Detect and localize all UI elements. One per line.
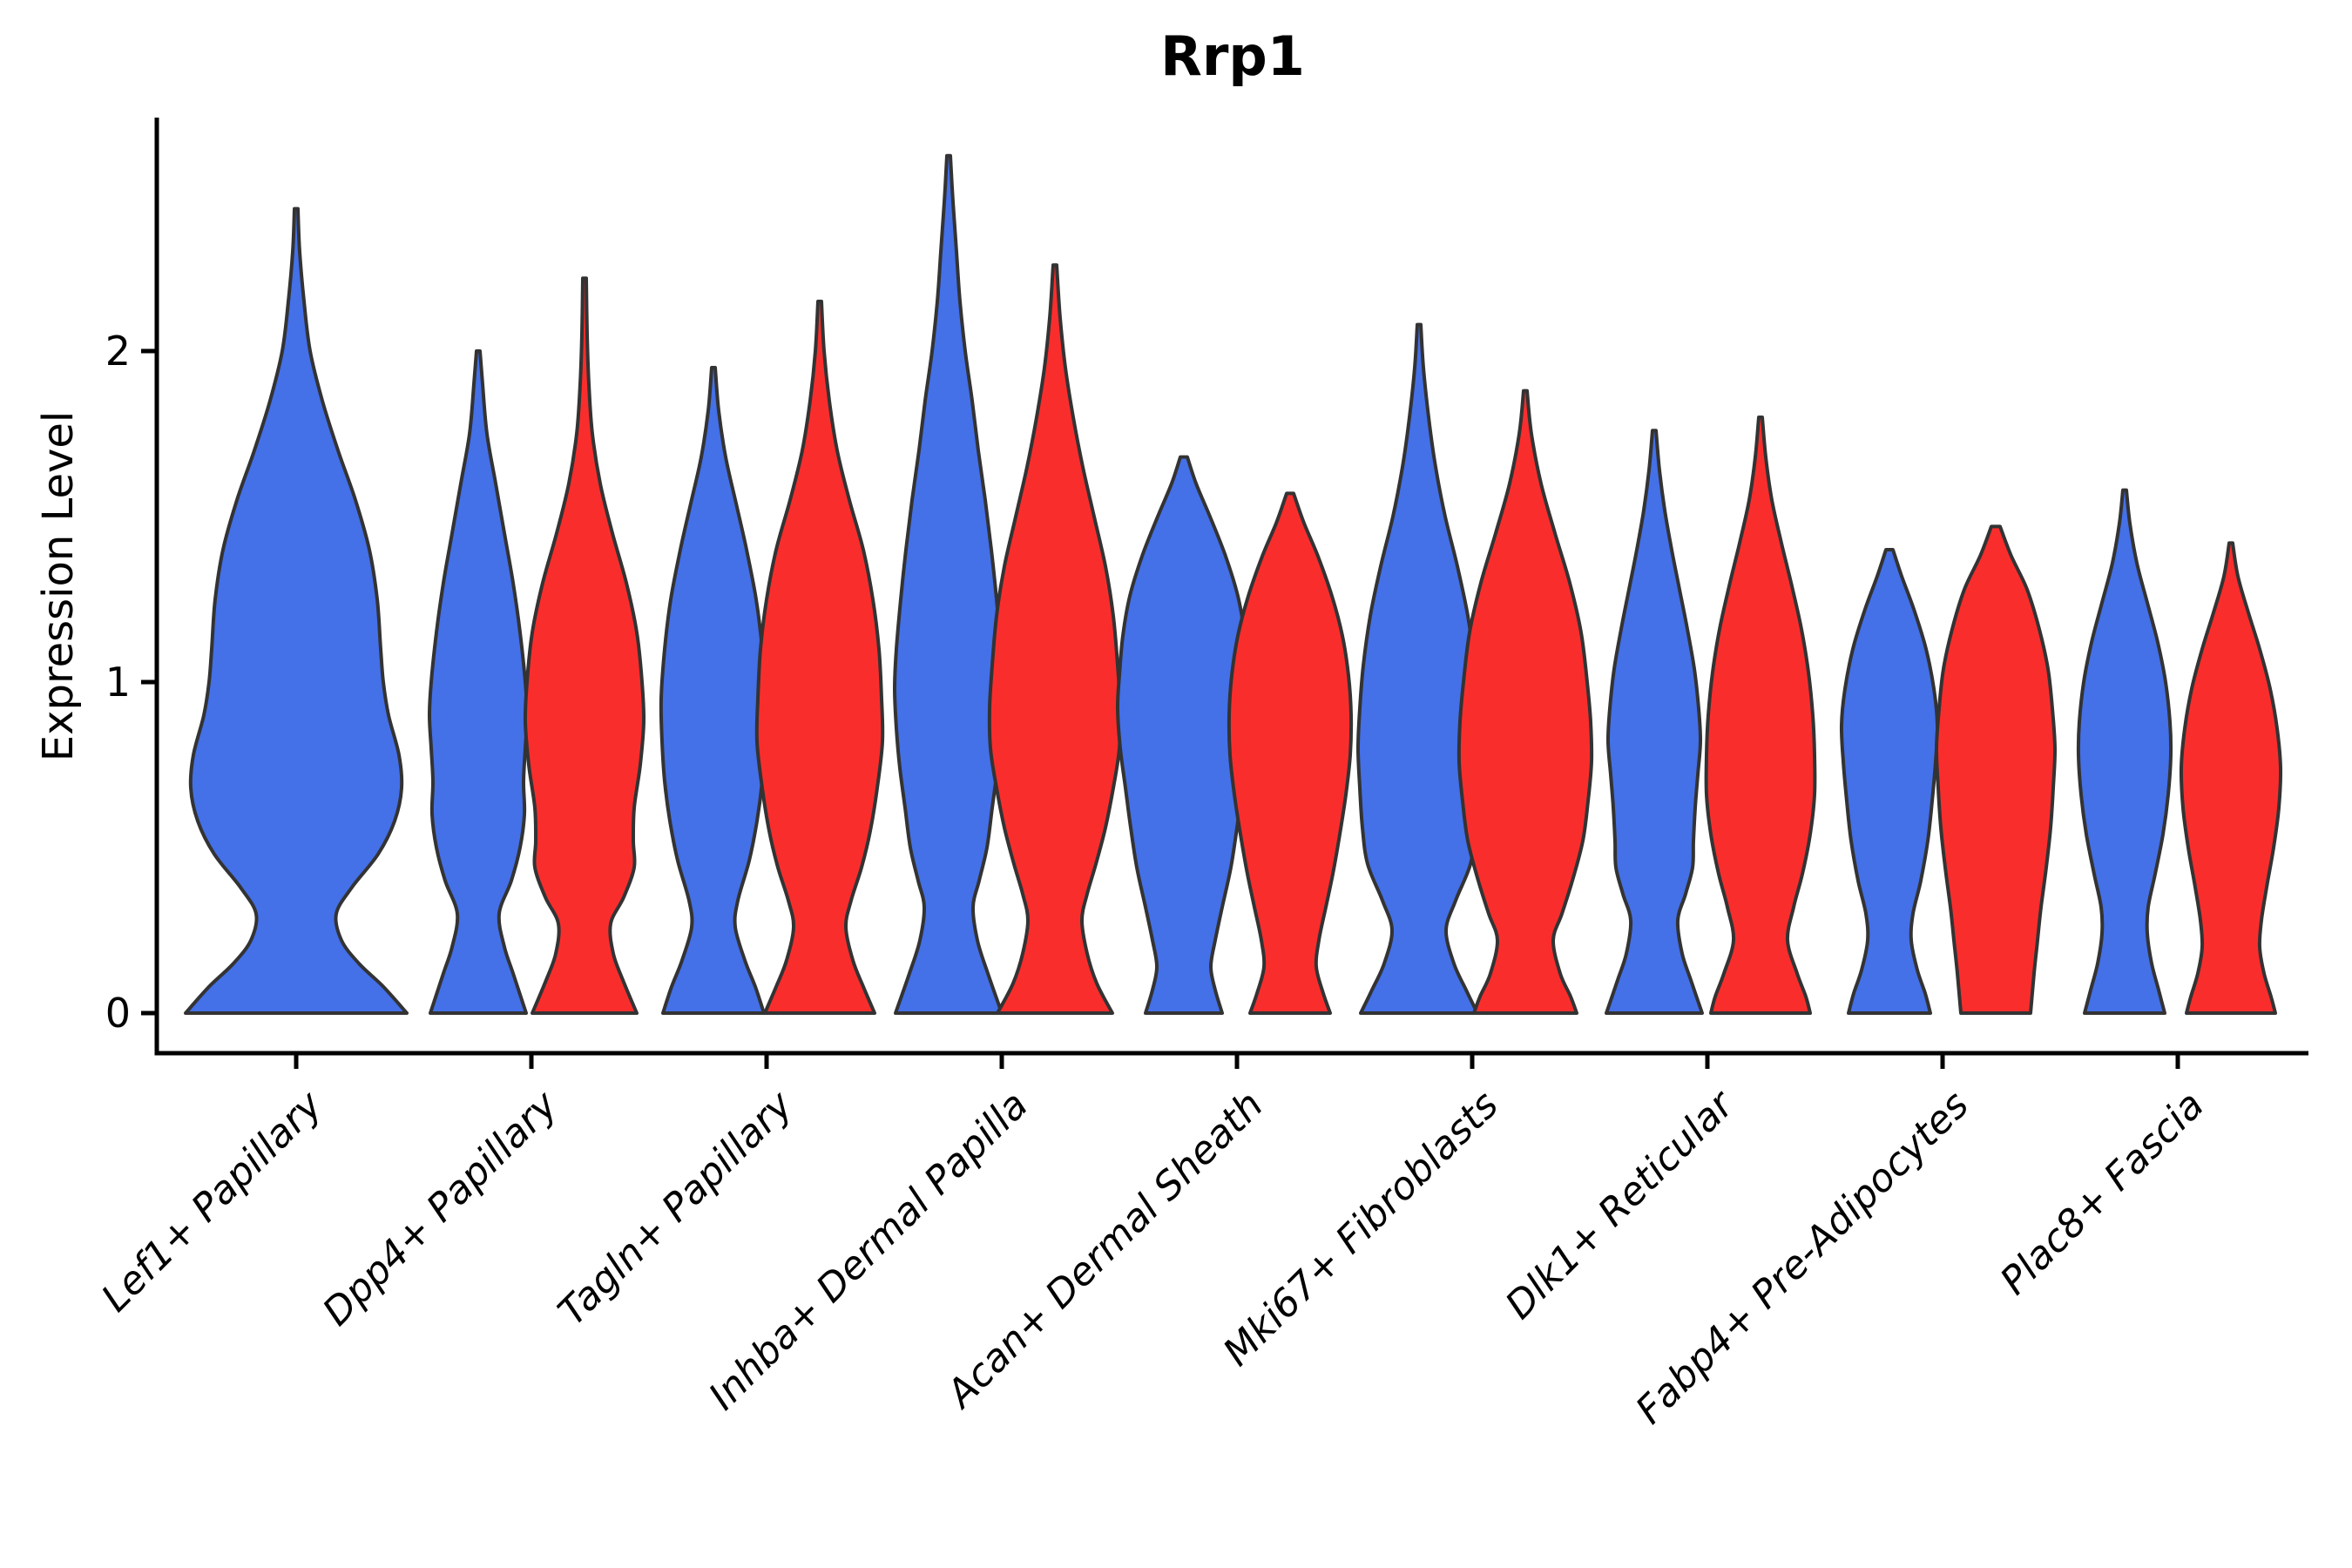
violin-group [184,153,2283,1015]
violin-inhba-dermal-papilla-red [987,263,1123,1015]
violin-plac8-fascia-blue [2076,488,2173,1015]
violin-tagln-papillary-blue [659,366,768,1015]
violin-fabp4-pre-adipocytes-red [1934,524,2058,1015]
violin-dpp4-papillary-blue [428,349,529,1015]
y-tick-label-0: 0 [105,990,131,1037]
violin-acan-dermal-sheath-red [1227,491,1354,1015]
violin-fabp4-pre-adipocytes-blue [1839,548,1940,1015]
chart-title: Rrp1 [1160,24,1305,88]
y-tick-label-1: 1 [105,659,131,706]
violin-tagln-papillary-red [754,300,885,1015]
axes-group [141,118,2308,1069]
violin-dlk1-reticular-blue [1605,429,1704,1015]
violin-inhba-dermal-papilla-blue [893,153,1004,1015]
y-tick-label-2: 2 [105,328,131,375]
violin-mki67-fibroblasts-red [1456,389,1594,1015]
violin-plac8-fascia-red [2179,541,2283,1015]
violin-dpp4-papillary-red [523,276,646,1015]
violin-lef1-papillary-blue [184,206,409,1015]
y-axis-title: Expression Level [34,410,83,762]
violin-mki67-fibroblasts-blue [1356,322,1482,1015]
violin-dlk1-reticular-red [1704,416,1817,1015]
